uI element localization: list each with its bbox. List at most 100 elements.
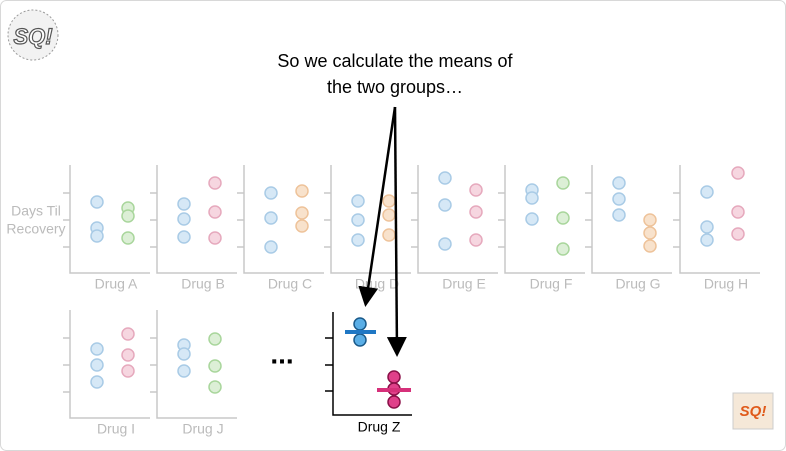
focus-panel: Drug Z [325,312,412,435]
panel-label: Drug J [182,421,223,437]
dot [208,205,222,219]
dot [208,359,222,373]
dot [438,237,452,251]
ticks [324,192,331,248]
dot [264,211,278,225]
dot [121,327,135,341]
ticks [63,192,70,248]
dot [525,212,539,226]
dot [90,358,104,372]
panel-label: Drug C [268,276,312,292]
dot [351,194,365,208]
dot [351,233,365,247]
dot [469,233,483,247]
dot [295,206,309,220]
ticks [150,337,157,393]
axis [679,165,760,274]
dot [121,348,135,362]
logo-text: SQ! [13,24,52,49]
dot [643,226,657,240]
axis [69,165,150,274]
dot [264,240,278,254]
panel-label: Drug D [355,276,399,292]
dot [90,342,104,356]
dot [731,227,745,241]
dot [612,176,626,190]
dot [643,239,657,253]
dot [382,194,396,208]
ticks [237,192,244,248]
dot [525,191,539,205]
axis [69,310,150,419]
axis [417,165,498,274]
axis [156,165,237,274]
panel-label: Drug F [530,276,573,292]
dot [351,213,365,227]
dot [90,195,104,209]
logo-top: SQ! [7,9,59,61]
panels: Drug A Drug B Drug C Drug D Drug E Drug F Drug… [63,165,760,437]
dot [177,230,191,244]
ticks [673,192,680,248]
y-axis-label: Recovery [6,221,65,237]
dot [469,205,483,219]
dot [295,219,309,233]
dot [556,176,570,190]
ellipsis: ... [270,338,293,369]
axis [156,310,237,419]
dot [382,208,396,222]
logo-text: SQ! [740,403,767,420]
ticks [585,192,592,248]
dot [612,192,626,206]
dot [469,183,483,197]
dot [177,347,191,361]
dot [612,208,626,222]
dot [295,184,309,198]
dot [264,186,278,200]
dot [208,176,222,190]
ticks [411,192,418,248]
dot [643,213,657,227]
dot [177,212,191,226]
dot [700,233,714,247]
dot [121,364,135,378]
panel-label: Drug G [615,276,660,292]
axis [330,165,411,274]
arrows [358,106,407,357]
axis [591,165,672,274]
dot [438,171,452,185]
dot [208,332,222,346]
dot [438,198,452,212]
dot [700,220,714,234]
panel-label: Drug A [95,276,138,292]
dot [177,197,191,211]
dot [382,228,396,242]
dot [208,380,222,394]
panel-label: Drug I [97,421,135,437]
dot [177,364,191,378]
dot [121,209,135,223]
panel-label: Drug Z [358,419,401,435]
panel-label: Drug H [704,276,748,292]
dot [90,375,104,389]
dot [90,229,104,243]
ticks [150,192,157,248]
dot [556,242,570,256]
dot [731,166,745,180]
dot [731,205,745,219]
axis [504,165,585,274]
panel-label: Drug B [181,276,225,292]
ticks [498,192,505,248]
dot [121,231,135,245]
panel-label: Drug E [442,276,486,292]
axis [243,165,324,274]
caption: So we calculate the means of [277,51,513,71]
logo-bottom: SQ! [732,392,774,430]
y-axis-label: Days Til [11,203,61,219]
dot [700,185,714,199]
dot [556,211,570,225]
caption: the two groups… [327,77,463,97]
dot [208,231,222,245]
ticks [63,337,70,393]
